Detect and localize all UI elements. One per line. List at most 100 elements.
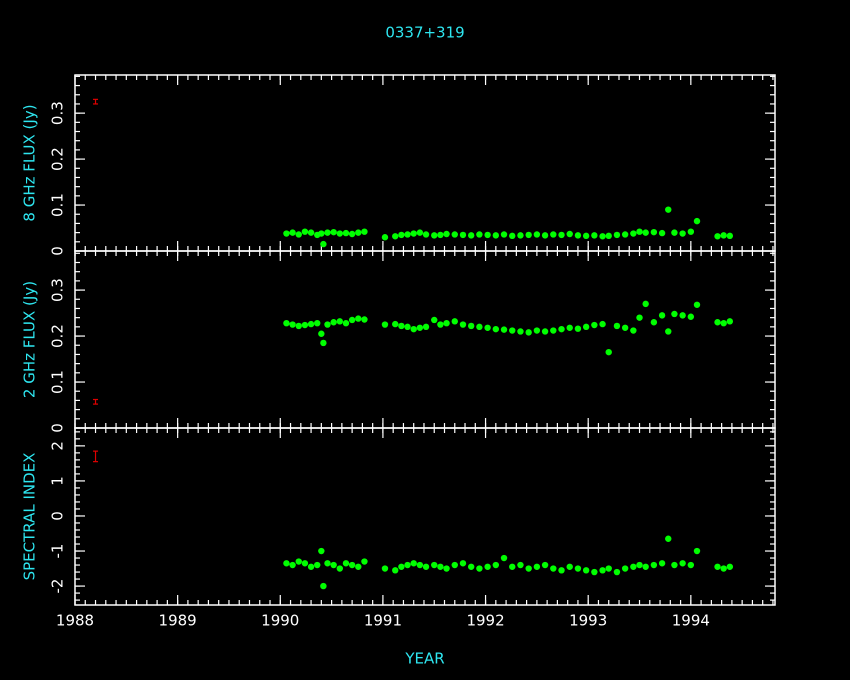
- error-bar: [93, 450, 99, 463]
- data-point: [416, 561, 424, 569]
- data-point: [693, 301, 701, 308]
- data-point: [484, 324, 491, 331]
- data-point: [550, 565, 557, 572]
- x-tick-label: 1994: [672, 612, 710, 630]
- data-point: [361, 558, 368, 565]
- data-point: [541, 232, 549, 239]
- data-point: [636, 228, 643, 235]
- data-point: [613, 322, 621, 330]
- data-point: [613, 568, 621, 576]
- data-point: [301, 228, 309, 235]
- data-point: [451, 318, 458, 325]
- data-point: [348, 230, 356, 238]
- data-point: [431, 561, 438, 569]
- data-point: [301, 560, 309, 567]
- data-point: [404, 323, 411, 331]
- error-bar: [93, 398, 99, 405]
- data-point: [398, 563, 405, 570]
- plot-frame: [74, 250, 776, 429]
- data-point: [621, 324, 629, 331]
- data-point: [630, 230, 637, 237]
- data-point: [687, 313, 695, 320]
- data-point: [330, 561, 337, 569]
- data-point: [431, 316, 438, 324]
- data-point: [416, 324, 424, 331]
- data-point: [348, 561, 356, 569]
- data-point: [422, 231, 430, 238]
- x-tick-label: 1993: [569, 612, 607, 630]
- data-point: [355, 563, 362, 570]
- y-axis-label: 8 GHz FLUX (Jy): [21, 104, 39, 221]
- data-point: [693, 217, 701, 225]
- data-point: [484, 563, 491, 570]
- data-point: [679, 312, 686, 319]
- data-point: [410, 230, 417, 237]
- data-point: [484, 231, 491, 239]
- data-point: [451, 231, 458, 238]
- data-point: [605, 232, 612, 240]
- data-point: [289, 561, 296, 569]
- data-point: [361, 316, 368, 323]
- data-point: [476, 565, 483, 572]
- data-point: [726, 563, 734, 570]
- data-point: [658, 312, 666, 319]
- data-point: [636, 561, 643, 569]
- data-point: [318, 330, 325, 337]
- data-point: [574, 565, 582, 572]
- data-point: [636, 314, 643, 321]
- data-point: [324, 560, 331, 567]
- x-tick-label: 1988: [56, 612, 94, 630]
- y-tick-label: 0: [49, 246, 67, 256]
- y-tick-label: 1: [49, 476, 67, 486]
- data-point: [687, 561, 695, 569]
- data-point: [295, 558, 302, 565]
- data-point: [289, 229, 296, 236]
- y-tick-label: 0: [49, 423, 67, 433]
- data-point: [307, 229, 315, 236]
- data-point: [720, 232, 727, 239]
- data-point: [330, 319, 337, 326]
- data-point: [533, 563, 541, 570]
- data-point: [517, 232, 524, 239]
- data-point: [307, 563, 315, 570]
- data-point: [283, 230, 290, 237]
- plot-frame: [74, 427, 776, 606]
- data-point: [665, 206, 672, 213]
- data-point: [550, 327, 557, 334]
- data-point: [422, 323, 430, 331]
- data-point: [679, 560, 686, 567]
- data-point: [500, 231, 508, 238]
- data-point: [574, 232, 582, 239]
- data-point: [295, 231, 302, 238]
- data-point: [381, 321, 389, 328]
- data-point: [392, 233, 399, 240]
- error-bar: [93, 98, 99, 105]
- data-point: [714, 563, 721, 570]
- data-point: [582, 232, 590, 240]
- data-point: [599, 320, 606, 328]
- data-point: [509, 327, 516, 334]
- data-point: [492, 232, 500, 239]
- data-point: [342, 229, 350, 237]
- data-point: [650, 228, 658, 236]
- data-point: [630, 563, 637, 570]
- data-point: [320, 339, 327, 347]
- data-point: [492, 561, 500, 569]
- data-point: [613, 231, 621, 239]
- data-point: [671, 229, 678, 236]
- data-point: [348, 316, 356, 324]
- data-point: [318, 547, 325, 555]
- data-point: [398, 322, 405, 330]
- data-point: [679, 230, 686, 237]
- data-point: [642, 563, 649, 570]
- data-point: [693, 547, 701, 555]
- data-point: [599, 567, 606, 574]
- data-point: [283, 560, 290, 567]
- data-point: [314, 561, 321, 569]
- data-point: [525, 231, 532, 239]
- data-point: [714, 319, 721, 326]
- data-point: [437, 563, 444, 570]
- x-axis-label: YEAR: [404, 650, 444, 668]
- data-point: [509, 232, 516, 240]
- data-point: [658, 229, 666, 237]
